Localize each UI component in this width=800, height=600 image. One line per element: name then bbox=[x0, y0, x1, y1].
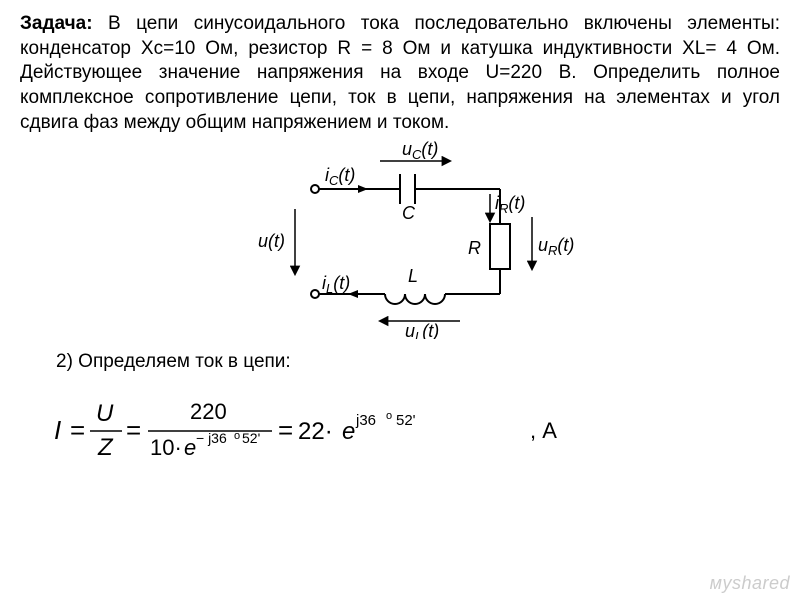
svg-text:uC(t): uC(t) bbox=[402, 139, 438, 162]
svg-text:L: L bbox=[408, 266, 418, 286]
formula: I = U Z = 220 10· e − j36 о 52' = 22· e … bbox=[50, 391, 780, 471]
svg-text:R: R bbox=[468, 238, 481, 258]
svg-text:о: о bbox=[386, 410, 392, 422]
svg-text:iL(t): iL(t) bbox=[322, 273, 350, 296]
svg-text:iC(t): iC(t) bbox=[325, 165, 355, 188]
svg-text:22·: 22· bbox=[298, 418, 333, 445]
svg-text:52': 52' bbox=[396, 412, 416, 429]
svg-text:I: I bbox=[54, 415, 61, 445]
svg-text:e: e bbox=[184, 435, 196, 460]
svg-text:− j36: − j36 bbox=[196, 430, 227, 446]
svg-text:U: U bbox=[96, 400, 114, 427]
svg-text:uR(t): uR(t) bbox=[538, 235, 574, 258]
svg-text:=: = bbox=[70, 415, 85, 445]
svg-text:C: C bbox=[402, 203, 416, 223]
step-2-text: 2) Определяем ток в цепи: bbox=[56, 351, 780, 373]
svg-text:uL(t): uL(t) bbox=[405, 321, 439, 339]
svg-text:о: о bbox=[234, 430, 240, 442]
svg-text:10·: 10· bbox=[150, 435, 182, 460]
problem-text: Задача: В цепи синусоидального тока посл… bbox=[20, 12, 780, 135]
svg-text:e: e bbox=[342, 418, 355, 445]
svg-text:=: = bbox=[126, 415, 141, 445]
problem-body: В цепи синусоидального тока последовател… bbox=[20, 13, 780, 133]
circuit-diagram: uC(t) iC(t) C iR(t) R uR(t) L iL(t) uL(t… bbox=[20, 139, 780, 339]
watermark: мyshared bbox=[710, 573, 790, 594]
svg-text:u(t): u(t) bbox=[258, 231, 285, 251]
svg-text:Z: Z bbox=[97, 434, 114, 461]
problem-label: Задача: bbox=[20, 13, 93, 34]
formula-unit: , А bbox=[530, 418, 557, 444]
svg-text:220: 220 bbox=[190, 399, 227, 424]
svg-text:=: = bbox=[278, 415, 293, 445]
svg-text:52': 52' bbox=[242, 430, 260, 446]
svg-text:j36: j36 bbox=[355, 412, 376, 429]
